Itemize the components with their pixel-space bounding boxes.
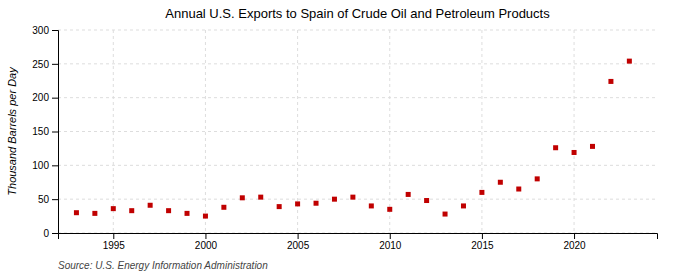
grid-line-x	[113, 30, 114, 233]
x-axis-tick-mark	[113, 233, 114, 239]
grid-line-y	[58, 63, 657, 64]
y-axis-tick: 150	[32, 126, 58, 137]
point	[479, 190, 484, 195]
point	[148, 203, 153, 208]
point	[74, 210, 79, 215]
x-axis-tick-label: 2005	[287, 240, 310, 251]
y-axis-tick-label: 250	[32, 59, 49, 70]
y-axis-tick-label: 0	[43, 228, 49, 239]
chart: 1995 2000 2005 2010 2015 2020 0 50 100 150 200 250 3…	[0, 0, 675, 275]
x-axis-line	[59, 234, 658, 240]
y-axis-tick-mark	[52, 64, 58, 65]
grid-line-y	[58, 131, 657, 132]
point	[332, 197, 337, 202]
point	[627, 59, 632, 64]
point	[406, 192, 411, 197]
grid-line-y	[58, 97, 657, 98]
y-axis-tick: 100	[32, 160, 58, 171]
point	[240, 195, 245, 200]
point	[185, 211, 190, 216]
x-axis-tick-label: 2020	[563, 240, 586, 251]
y-axis-line	[52, 31, 59, 234]
grid-line-y	[58, 199, 657, 200]
point	[166, 208, 171, 213]
point	[277, 204, 282, 209]
y-axis-tick-label: 300	[32, 25, 49, 36]
point	[129, 208, 134, 213]
y-axis-title: Thousand Barrels per Day	[6, 66, 18, 196]
y-axis-tick-mark	[52, 199, 58, 200]
x-axis-tick: 2015	[471, 233, 494, 251]
x-axis-tick-mark	[482, 233, 483, 239]
y-axis-tick: 0	[43, 228, 58, 239]
point	[111, 206, 116, 211]
y-axis-tick-mark	[52, 233, 58, 234]
point	[350, 195, 355, 200]
y-axis-tick: 300	[32, 25, 58, 36]
point	[221, 205, 226, 210]
point	[498, 180, 503, 185]
point	[516, 187, 521, 192]
point	[92, 211, 97, 216]
x-axis-tick-label: 2015	[471, 240, 494, 251]
source: Source: U.S. Energy Information Administ…	[58, 260, 268, 271]
y-axis-tick: 50	[38, 194, 58, 205]
y-axis-tick-label: 200	[32, 92, 49, 103]
grid	[58, 30, 657, 233]
x-axis-tick: 2000	[195, 233, 218, 251]
x-axis-tick-mark	[574, 233, 575, 239]
x-axis: 1995 2000 2005 2010 2015 2020	[59, 233, 658, 251]
point	[572, 150, 577, 155]
grid-line-x	[574, 30, 575, 233]
point	[424, 198, 429, 203]
point	[203, 214, 208, 219]
x-axis-tick-mark	[205, 233, 206, 239]
x-axis-tick: 2020	[563, 233, 586, 251]
x-axis-tick: 1995	[103, 233, 126, 251]
y-axis-tick-label: 100	[32, 160, 49, 171]
point	[608, 79, 613, 84]
grid-line-x	[481, 30, 482, 233]
y-axis-tick: 250	[32, 59, 58, 70]
point	[258, 195, 263, 200]
point	[387, 207, 392, 212]
y-axis-tick-mark	[52, 165, 58, 166]
point	[553, 145, 558, 150]
x-axis-tick: 2005	[287, 233, 310, 251]
x-axis-tick-mark	[298, 233, 299, 239]
plot: 1995 2000 2005 2010 2015 2020 0 50 100 150 200 250 3…	[32, 25, 657, 251]
y-axis-tick-mark	[52, 30, 58, 31]
y-axis-tick-label: 150	[32, 126, 49, 137]
y-axis-tick-mark	[52, 132, 58, 133]
y-axis-tick-label: 50	[38, 194, 50, 205]
title: Annual U.S. Exports to Spain of Crude Oi…	[165, 6, 550, 21]
y-axis-tick: 200	[32, 92, 58, 103]
x-axis-tick-label: 1995	[103, 240, 126, 251]
x-axis-tick-label: 2010	[379, 240, 402, 251]
point	[443, 212, 448, 217]
point	[590, 144, 595, 149]
point	[369, 203, 374, 208]
x-axis-tick: 2010	[379, 233, 402, 251]
grid-line-x	[205, 30, 206, 233]
point	[295, 201, 300, 206]
points	[74, 59, 632, 219]
x-axis-tick-label: 2000	[195, 240, 218, 251]
grid-line-x	[389, 30, 390, 233]
point	[535, 176, 540, 181]
point	[461, 203, 466, 208]
grid-line-y	[58, 165, 657, 166]
point	[314, 201, 319, 206]
grid-line-y	[58, 30, 657, 31]
x-axis-tick-mark	[390, 233, 391, 239]
y-axis: 0 50 100 150 200 250 300	[32, 25, 58, 239]
y-axis-tick-mark	[52, 98, 58, 99]
